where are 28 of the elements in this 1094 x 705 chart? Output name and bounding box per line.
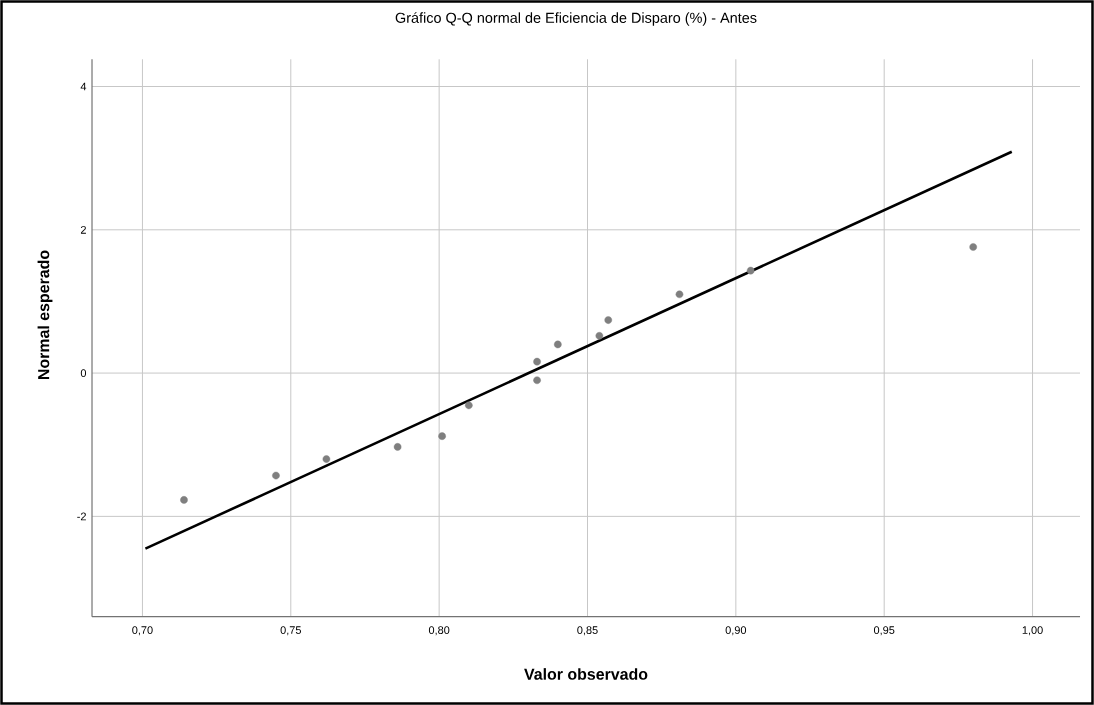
x-tick-label: 0,70 <box>132 626 153 636</box>
point <box>554 340 562 349</box>
point <box>322 455 331 463</box>
y-tick-label: 2 <box>80 225 86 234</box>
point <box>533 357 541 366</box>
x-tick-label: 0,90 <box>725 626 747 636</box>
x-tick-label: 0,75 <box>280 626 301 636</box>
x-tick-label: 0,80 <box>428 626 450 636</box>
chart-title: Gráfico Q-Q normal de Eficiencia de Disparo (%) - Antes <box>395 12 757 26</box>
y-tick-label: -2 <box>77 512 86 521</box>
point <box>180 496 188 504</box>
y-axis-title: Normal esperado <box>37 250 53 380</box>
x-tick-label: 1,00 <box>1022 626 1043 636</box>
x-tick-label: 0,85 <box>577 626 598 636</box>
point <box>746 266 755 275</box>
point <box>272 471 280 480</box>
point <box>595 332 604 340</box>
point <box>393 443 402 451</box>
y-tick-label: 0 <box>80 369 87 377</box>
x-tick-label: 0,95 <box>873 626 895 636</box>
point <box>969 243 977 251</box>
point <box>438 432 446 440</box>
point <box>604 316 613 324</box>
point <box>675 290 684 299</box>
point <box>533 376 541 385</box>
point <box>465 401 473 410</box>
y-tick-label: 4 <box>80 82 87 91</box>
x-axis-title: Valor observado <box>524 668 648 680</box>
